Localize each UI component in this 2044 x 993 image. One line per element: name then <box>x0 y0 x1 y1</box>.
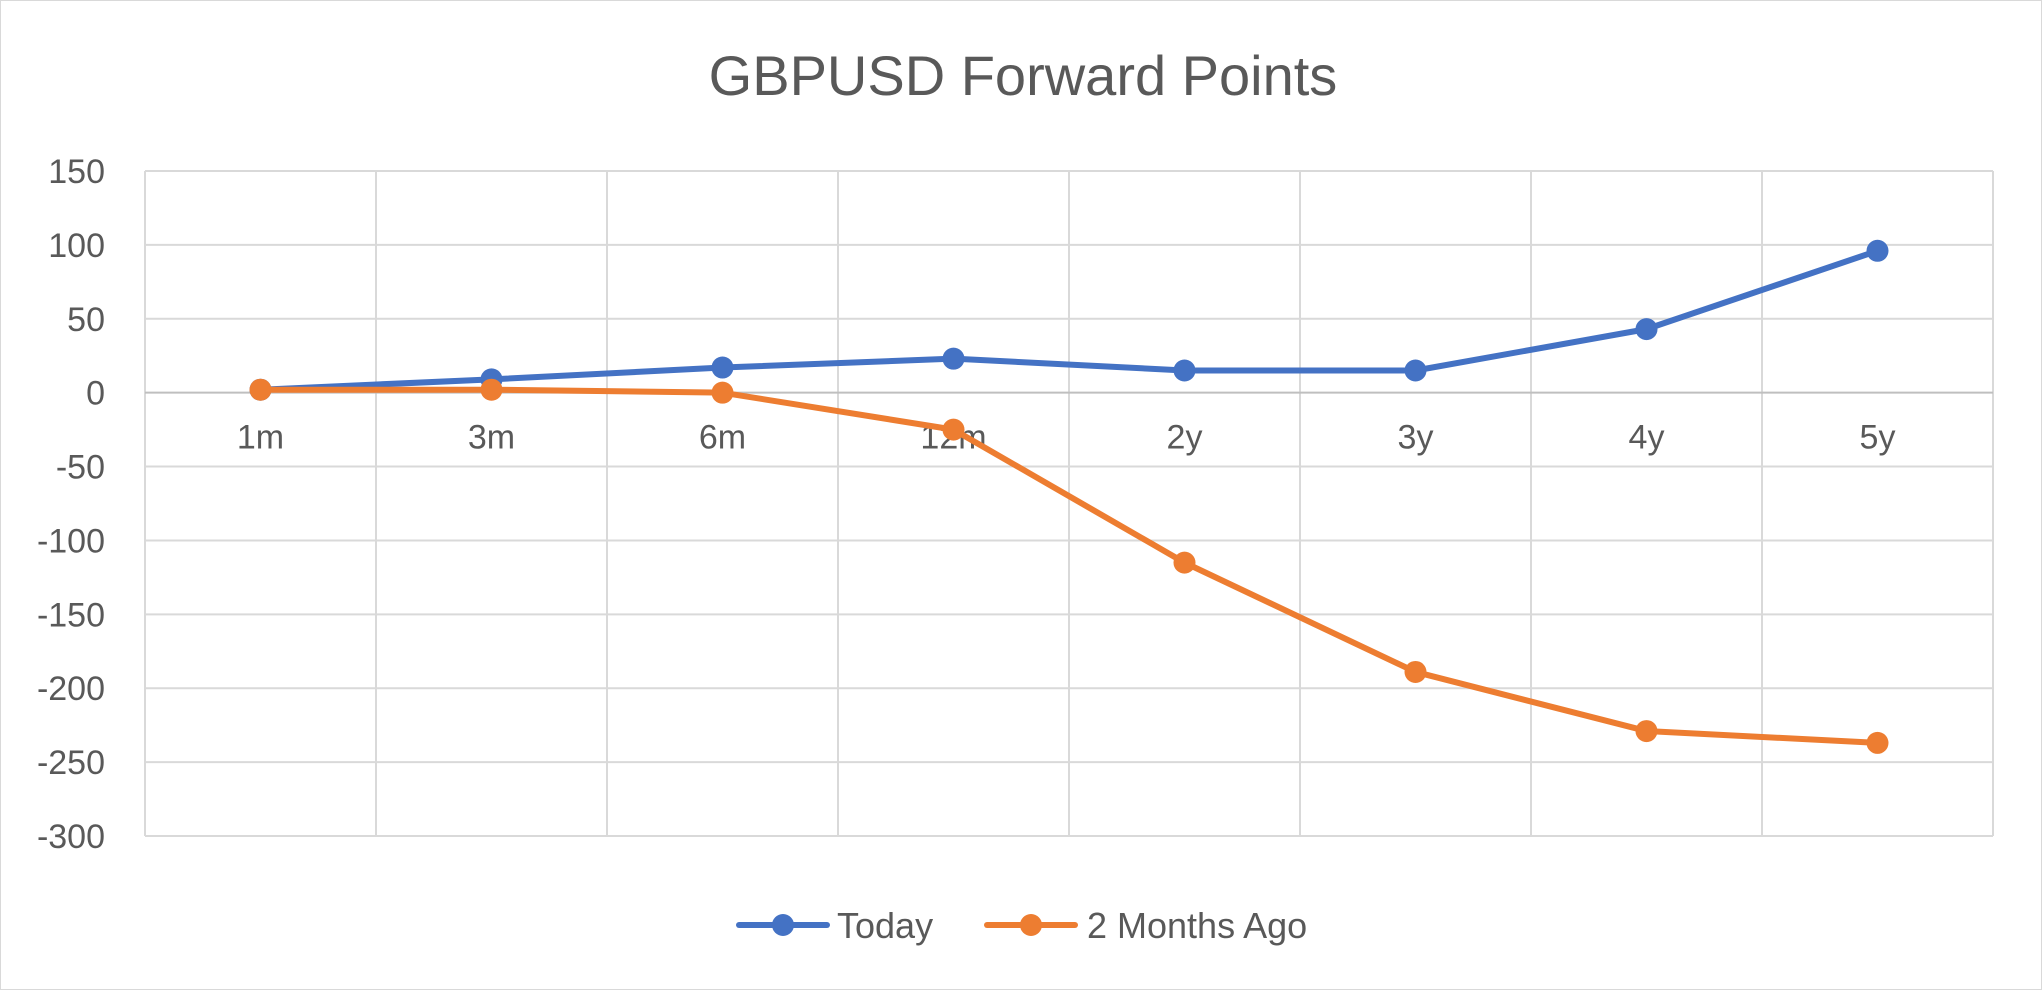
grid-lines <box>144 170 1994 837</box>
x-tick-label: 6m <box>699 419 746 457</box>
y-tick-label: -200 <box>37 670 105 708</box>
y-tick-label: -50 <box>56 449 105 487</box>
series-line <box>257 247 1881 393</box>
data-point <box>1404 660 1427 683</box>
series-line <box>257 386 1881 746</box>
legend-marker <box>1020 914 1042 936</box>
data-point <box>480 378 503 401</box>
y-tick-label: -150 <box>37 596 105 634</box>
data-point <box>249 378 272 401</box>
x-tick-label: 1m <box>237 419 284 457</box>
data-point <box>942 347 965 370</box>
data-point <box>1404 359 1427 382</box>
data-point <box>1866 731 1889 754</box>
legend-marker <box>772 914 794 936</box>
series-1 <box>249 378 1889 754</box>
legend-item: Today <box>736 905 933 946</box>
data-point <box>711 381 734 404</box>
data-point <box>1635 318 1658 341</box>
x-tick-label: 3y <box>1398 419 1434 457</box>
y-tick-label: 150 <box>48 153 105 191</box>
legend-label: Today <box>837 905 933 946</box>
data-point <box>1866 239 1889 262</box>
data-point <box>942 418 965 441</box>
legend: Today 2 Months Ago <box>736 905 1307 946</box>
series-lines <box>249 239 1889 754</box>
x-tick-label: 4y <box>1629 419 1665 457</box>
y-tick-label: -300 <box>37 818 105 856</box>
chart-title: GBPUSD Forward Points <box>709 44 1338 107</box>
y-tick-label: -250 <box>37 744 105 782</box>
legend-label: 2 Months Ago <box>1087 905 1307 946</box>
y-tick-label: 50 <box>67 301 105 339</box>
tick-labels: 150100500-50-100-150-200-250-3001m3m6m12… <box>37 153 1896 856</box>
y-tick-label: 100 <box>48 227 105 265</box>
x-tick-label: 5y <box>1860 419 1896 457</box>
data-point <box>1173 551 1196 574</box>
y-tick-label: 0 <box>86 375 105 413</box>
x-tick-label: 2y <box>1167 419 1203 457</box>
data-point <box>711 356 734 379</box>
x-tick-label: 3m <box>468 419 515 457</box>
data-point <box>1173 359 1196 382</box>
legend-item: 2 Months Ago <box>984 905 1307 946</box>
data-point <box>1635 720 1658 743</box>
y-tick-label: -100 <box>37 522 105 560</box>
